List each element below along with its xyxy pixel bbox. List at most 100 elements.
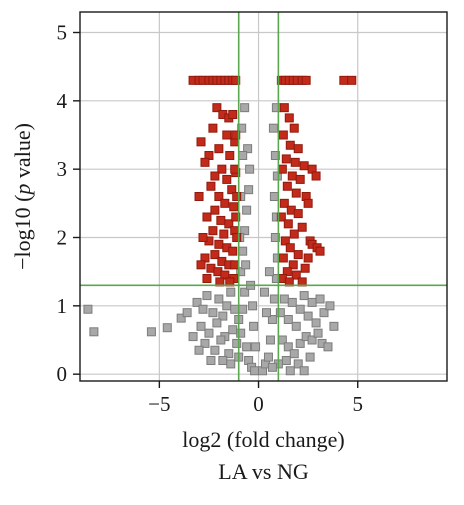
- significant-point: [339, 75, 349, 85]
- significant-point: [206, 181, 216, 191]
- significant-point: [210, 171, 220, 181]
- significant-point: [278, 253, 288, 263]
- nonsignificant-point: [299, 366, 309, 376]
- nonsignificant-point: [295, 304, 305, 314]
- significant-point: [212, 103, 222, 113]
- nonsignificant-point: [248, 301, 258, 311]
- nonsignificant-point: [271, 103, 281, 113]
- nonsignificant-point: [146, 327, 156, 337]
- significant-point: [200, 157, 210, 167]
- nonsignificant-point: [269, 192, 279, 201]
- significant-point: [288, 260, 298, 270]
- significant-point: [231, 130, 241, 140]
- significant-point: [279, 198, 289, 208]
- nonsignificant-point: [272, 171, 282, 181]
- nonsignificant-point: [89, 327, 99, 337]
- significant-point: [303, 198, 313, 208]
- significant-point: [220, 198, 230, 208]
- nonsignificant-point: [228, 325, 238, 335]
- significant-points: [188, 75, 357, 287]
- nonsignificant-point: [182, 308, 192, 318]
- significant-point: [282, 267, 292, 277]
- significant-point: [214, 239, 224, 249]
- significant-point: [230, 164, 240, 174]
- significant-point: [285, 140, 295, 150]
- nonsignificant-point: [291, 321, 301, 331]
- nonsignificant-point: [283, 315, 293, 324]
- significant-point: [198, 233, 208, 242]
- nonsignificant-point: [222, 301, 232, 311]
- nonsignificant-point: [249, 321, 259, 331]
- nonsignificant-point: [198, 304, 208, 314]
- nonsignificant-point: [230, 304, 240, 314]
- nonsignificant-point: [212, 318, 222, 328]
- chart-caption: LA vs NG: [218, 459, 309, 484]
- significant-point: [280, 236, 290, 246]
- x-tick-label: 0: [253, 392, 264, 416]
- significant-point: [224, 219, 234, 229]
- nonsignificant-point: [251, 342, 261, 352]
- y-axis-label-p: p: [10, 184, 35, 197]
- y-axis-label: −log10 (p value): [10, 123, 35, 270]
- nonsignificant-point: [176, 313, 186, 323]
- nonsignificant-point: [236, 267, 246, 277]
- nonsignificant-point: [218, 311, 228, 321]
- nonsignificant-point: [268, 123, 278, 133]
- significant-point: [315, 246, 325, 256]
- nonsignificant-point: [307, 297, 317, 307]
- nonsignificant-point: [210, 345, 220, 355]
- significant-point: [214, 144, 224, 154]
- x-tick-label: 5: [352, 392, 363, 416]
- nonsignificant-point: [243, 144, 253, 154]
- nonsignificant-point: [238, 304, 248, 314]
- significant-point: [291, 270, 301, 280]
- significant-point: [303, 253, 313, 263]
- significant-point: [293, 209, 303, 219]
- significant-point: [301, 75, 311, 85]
- nonsignificant-point: [287, 297, 297, 307]
- significant-point: [217, 164, 227, 174]
- nonsignificant-point: [299, 291, 309, 301]
- significant-point: [289, 229, 299, 239]
- significant-point: [289, 123, 299, 133]
- nonsignificant-point: [259, 287, 269, 297]
- nonsignificant-point: [240, 103, 250, 113]
- nonsignificant-point: [261, 308, 271, 318]
- significant-point: [208, 123, 218, 133]
- nonsignificant-point: [242, 205, 252, 215]
- nonsignificant-point: [270, 151, 280, 160]
- significant-point: [299, 161, 309, 171]
- significant-point: [279, 103, 289, 113]
- nonsignificant-point: [237, 123, 247, 133]
- significant-point: [194, 192, 204, 201]
- significant-point: [281, 154, 291, 164]
- nonsignificant-point: [281, 356, 291, 365]
- nonsignificant-point: [250, 366, 260, 376]
- nonsignificant-point: [275, 308, 285, 318]
- y-tick-label: 3: [57, 157, 68, 181]
- axis-ticks: 0 1 2 3 4 5 −5 0 5: [57, 21, 363, 417]
- nonsignificant-point: [293, 359, 303, 369]
- nonsignificant-point: [236, 328, 246, 338]
- significant-point: [232, 233, 242, 242]
- nonsignificant-point: [307, 335, 317, 345]
- significant-point: [227, 185, 237, 195]
- significant-point: [293, 250, 303, 260]
- nonsignificant-point: [218, 356, 228, 365]
- nonsignificant-point: [224, 349, 234, 359]
- significant-point: [347, 75, 357, 85]
- significant-point: [291, 188, 301, 198]
- significant-point: [228, 246, 238, 256]
- significant-point: [282, 181, 292, 191]
- nonsignificant-point: [162, 323, 172, 333]
- nonsignificant-point: [226, 287, 236, 297]
- significant-point: [229, 202, 239, 212]
- y-tick-label: 0: [57, 362, 68, 386]
- nonsignificant-point: [245, 164, 255, 174]
- nonsignificant-point: [303, 311, 313, 321]
- nonsignificant-point: [240, 287, 250, 297]
- significant-point: [276, 212, 286, 222]
- nonsignificant-point: [264, 267, 274, 277]
- significant-point: [220, 270, 230, 280]
